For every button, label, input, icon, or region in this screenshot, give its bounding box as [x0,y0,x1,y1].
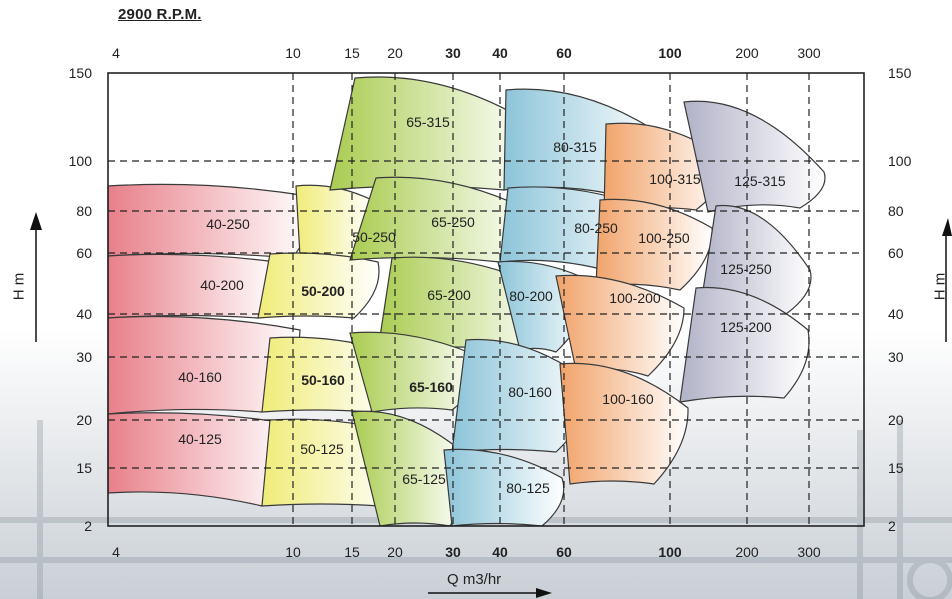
y-tick-label-left: 150 [69,65,93,81]
arrowhead-right-icon [536,588,552,598]
region-label-40-125: 40-125 [178,431,222,447]
y-axis-label-right: H m [931,272,949,301]
region-label-50-160: 50-160 [301,372,345,388]
x-tick-label-top: 200 [735,45,759,61]
x-tick-label-bottom: 40 [492,544,508,560]
y-tick-label-right: 40 [888,306,904,322]
y-tick-label-left: 20 [76,412,92,428]
region-40-200 [107,253,279,319]
x-tick-label-bottom: 15 [344,544,360,560]
y-tick-label-left: 30 [76,349,92,365]
x-tick-label-top: 20 [387,45,403,61]
x-tick-label-bottom: 200 [735,544,759,560]
region-125-315 [683,100,826,213]
y-tick-label-left: 100 [69,153,93,169]
region-label-100-250: 100-250 [638,230,690,246]
y-tick-label-left: 2 [84,518,92,534]
region-label-65-315: 65-315 [406,114,450,130]
region-label-125-315: 125-315 [734,173,786,189]
x-tick-label-top: 40 [492,45,508,61]
y-tick-label-left: 80 [76,203,92,219]
x-tick-label-bottom: 300 [797,544,821,560]
region-label-125-250: 125-250 [720,261,772,277]
region-100-160 [559,362,689,485]
region-label-65-250: 65-250 [431,214,475,230]
region-label-125-200: 125-200 [720,319,772,335]
y-tick-label-right: 60 [888,245,904,261]
x-tick-label-bottom: 10 [285,544,301,560]
arrowhead-up-icon [30,212,42,230]
y-tick-label-right: 20 [888,412,904,428]
x-tick-label-top: 60 [556,45,572,61]
x-tick-label-bottom: 4 [112,544,120,560]
region-label-50-125: 50-125 [300,441,344,457]
y-tick-label-right: 100 [888,153,912,169]
arrowhead-up-icon [942,218,952,236]
region-label-80-125: 80-125 [506,480,550,496]
x-tick-label-bottom: 30 [445,544,461,560]
region-label-40-250: 40-250 [206,216,250,232]
x-tick-label-top: 10 [285,45,301,61]
x-tick-label-bottom: 100 [658,544,682,560]
region-label-80-250: 80-250 [574,220,618,236]
region-label-80-160: 80-160 [508,384,552,400]
y-tick-label-right: 2 [888,518,896,534]
y-tick-label-left: 15 [76,460,92,476]
y-tick-label-left: 60 [76,245,92,261]
speed-title: 2900 R.P.M. [118,6,202,23]
region-label-65-160: 65-160 [409,379,453,395]
x-tick-label-bottom: 20 [387,544,403,560]
region-50-200 [257,252,380,319]
plot-frame [107,72,865,527]
region-label-50-200: 50-200 [301,283,345,299]
region-label-80-200: 80-200 [509,288,553,304]
x-tick-label-top: 15 [344,45,360,61]
x-tick-label-top: 30 [445,45,461,61]
y-axis-label-left: H m [10,272,28,301]
region-65-315 [329,76,534,191]
region-label-40-200: 40-200 [200,277,244,293]
y-tick-label-right: 80 [888,203,904,219]
x-tick-label-bottom: 60 [556,544,572,560]
y-tick-label-left: 40 [76,306,92,322]
y-tick-label-right: 150 [888,65,912,81]
region-label-80-315: 80-315 [553,139,597,155]
x-tick-label-top: 4 [112,45,120,61]
region-label-50-250: 50-250 [352,229,396,245]
y-tick-label-right: 15 [888,460,904,476]
y-tick-label-right: 30 [888,349,904,365]
region-label-100-160: 100-160 [602,391,654,407]
region-label-100-200: 100-200 [609,290,661,306]
region-label-40-160: 40-160 [178,369,222,385]
region-label-65-125: 65-125 [402,471,446,487]
region-label-65-200: 65-200 [427,287,471,303]
x-tick-label-top: 100 [658,45,682,61]
region-label-100-315: 100-315 [649,171,701,187]
x-axis-label: Q m3/hr [447,571,502,588]
x-tick-label-top: 300 [797,45,821,61]
